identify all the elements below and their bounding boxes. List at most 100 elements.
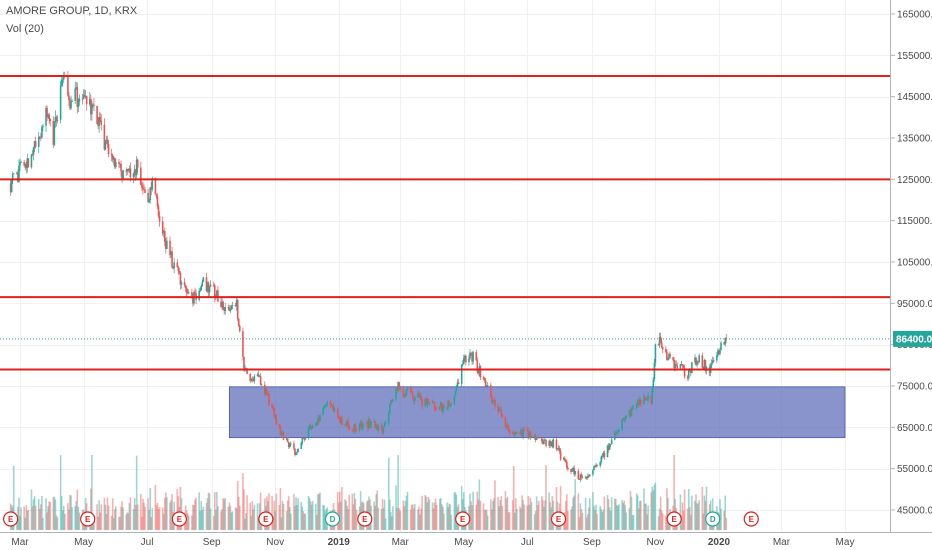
candle-body — [674, 364, 677, 369]
volume-bar — [573, 495, 575, 530]
volume-bar — [18, 497, 20, 530]
volume-bar — [615, 499, 617, 530]
event-marker-label: E — [177, 515, 183, 524]
candle-body — [150, 187, 153, 190]
volume-bar — [311, 501, 314, 530]
candle-body — [468, 358, 470, 363]
candle-body — [304, 437, 307, 440]
volume-bar — [686, 508, 689, 530]
candle-body — [409, 388, 412, 392]
volume-bar — [577, 493, 580, 530]
volume-bar — [30, 489, 33, 530]
volume-bar — [246, 495, 248, 530]
volume-bar — [315, 503, 317, 530]
price-tick-label: 165000.0 — [897, 10, 932, 21]
volume-bar — [687, 488, 690, 530]
volume-bar — [688, 506, 691, 530]
candle-body — [205, 277, 208, 292]
candle-body — [482, 377, 485, 379]
candle-body — [377, 425, 380, 430]
volume-bar — [395, 485, 397, 530]
volume-bar — [390, 512, 392, 530]
volume-bar — [482, 503, 485, 530]
volume-bar — [640, 500, 642, 530]
candle-body — [151, 178, 154, 190]
volume-bar — [249, 502, 252, 530]
volume-bar — [406, 491, 409, 530]
candle-body — [667, 358, 669, 360]
candle-body — [34, 141, 37, 147]
volume-bar — [630, 496, 633, 530]
candle-body — [235, 300, 238, 307]
candle-body — [404, 395, 407, 397]
candle-body — [278, 424, 281, 427]
candle-body — [609, 443, 612, 445]
volume-bar — [230, 512, 233, 530]
candle-body — [217, 290, 219, 302]
volume-bar — [110, 515, 113, 530]
candle-body — [243, 356, 245, 369]
volume-bar — [410, 504, 413, 530]
candle-body — [607, 445, 610, 450]
volume-bar — [602, 509, 605, 530]
volume-bar — [396, 507, 398, 530]
candle-body — [562, 458, 565, 460]
candle-body — [234, 305, 237, 307]
candle-body — [171, 251, 173, 268]
volume-bar — [62, 505, 65, 530]
candle-body — [621, 419, 623, 431]
candle-body — [192, 295, 194, 304]
candle-body — [703, 359, 706, 369]
volume-bar — [425, 496, 428, 530]
volume-bar — [151, 508, 154, 530]
volume-bar — [484, 509, 487, 530]
volume-bar — [296, 504, 298, 530]
candle-body — [274, 415, 277, 417]
candle-body — [435, 409, 438, 410]
volume-bar — [176, 489, 179, 530]
candle-body — [132, 173, 135, 177]
event-marker-label: D — [330, 515, 336, 524]
volume-bar — [559, 486, 562, 530]
volume-bar — [608, 507, 611, 530]
candle-body — [297, 448, 299, 452]
volume-bar — [638, 501, 641, 530]
candle-body — [173, 262, 175, 269]
candle-body — [603, 452, 606, 457]
volume-bar — [53, 496, 56, 530]
candle-body — [162, 230, 165, 234]
volume-bar — [428, 499, 431, 530]
time-tick-label: Jul — [521, 537, 534, 548]
time-axis[interactable]: Mar May Jul Sep Nov 2019 Mar May Jul Sep Nov 2020 Ma… — [11, 537, 854, 548]
candle-body — [180, 282, 183, 285]
candle-body — [222, 301, 224, 310]
volume-bar — [519, 506, 521, 530]
price-axis[interactable]: 165000.0 155000.0 145000.0 135000.0 125000.0… — [891, 10, 932, 517]
volume-bar — [216, 491, 218, 530]
candle-body — [307, 427, 310, 438]
event-marker-circle — [324, 511, 341, 527]
volume-bar — [501, 505, 504, 530]
candle-body — [199, 290, 202, 292]
candle-body — [516, 432, 518, 434]
volume-bar — [440, 498, 442, 530]
candle-body — [711, 360, 714, 364]
volume-bar — [500, 496, 503, 530]
candle-body — [483, 378, 486, 381]
candle-body — [324, 405, 327, 407]
candle-body — [206, 282, 209, 292]
volume-bar — [528, 504, 531, 530]
candle-body — [165, 241, 167, 249]
candle-body — [461, 364, 464, 365]
volume-bar — [610, 497, 613, 530]
volume-bar — [41, 495, 43, 530]
candle-body — [88, 98, 91, 105]
candle-body — [351, 429, 354, 431]
volume-bar — [529, 497, 532, 530]
volume-bar — [382, 507, 385, 530]
candle-body — [260, 384, 263, 386]
candle-body — [682, 365, 685, 368]
volume-bar — [565, 500, 567, 530]
